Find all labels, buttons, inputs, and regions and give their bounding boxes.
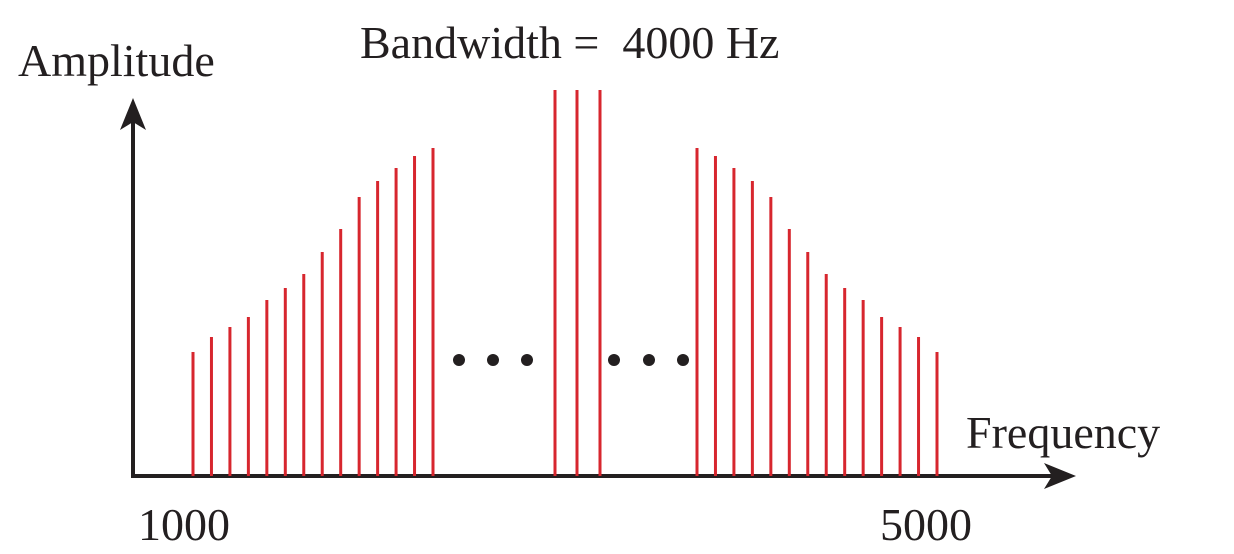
- dot: [643, 354, 655, 366]
- axes: [120, 98, 1076, 489]
- title: Bandwidth = 4000 Hz: [360, 17, 779, 68]
- x-axis-label: Frequency: [966, 407, 1160, 458]
- ellipsis: [453, 354, 689, 366]
- dot: [521, 354, 533, 366]
- x-arrow: [1044, 463, 1076, 489]
- x-tick-label: 1000: [138, 499, 230, 550]
- dot: [487, 354, 499, 366]
- dot: [453, 354, 465, 366]
- y-arrow: [120, 98, 146, 130]
- spectral-lines: [191, 90, 939, 476]
- x-tick-label: 5000: [880, 499, 972, 550]
- dot: [608, 354, 620, 366]
- dot: [677, 354, 689, 366]
- y-axis-label: Amplitude: [18, 35, 215, 86]
